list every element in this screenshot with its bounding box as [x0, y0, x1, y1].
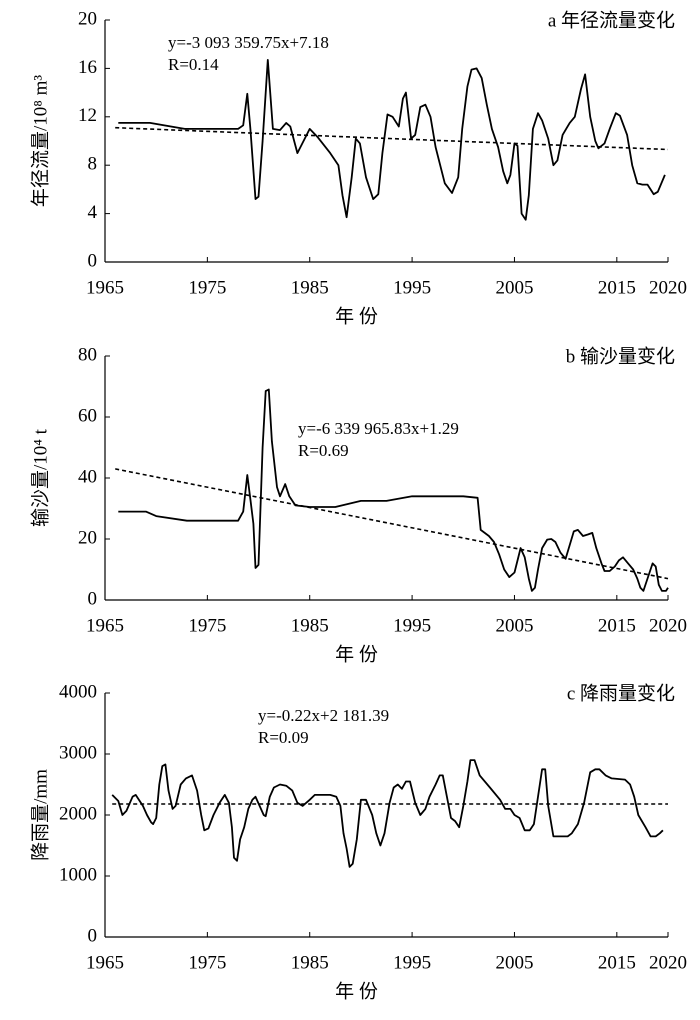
x-tick-label: 2015 — [598, 615, 636, 636]
panel-title: a 年径流量变化 — [548, 9, 675, 31]
x-tick-label: 1995 — [393, 952, 431, 973]
y-tick-label: 1000 — [59, 864, 97, 885]
x-tick-label: 1965 — [86, 277, 124, 298]
x-tick-label: 1985 — [291, 277, 329, 298]
panel-title: c 降雨量变化 — [567, 682, 675, 704]
x-tick-label: 1965 — [86, 952, 124, 973]
panel-title: b 输沙量变化 — [566, 345, 675, 367]
trend-line — [115, 126, 669, 151]
x-tick-label: 2020 — [649, 277, 687, 298]
x-tick-label: 2005 — [495, 277, 533, 298]
y-tick-label: 0 — [88, 588, 98, 609]
y-tick-label: 60 — [78, 405, 97, 426]
x-tick-label: 2005 — [495, 952, 533, 973]
y-tick-label: 8 — [88, 154, 98, 175]
x-axis-label: 年 份 — [335, 305, 378, 327]
annotation: R=0.14 — [168, 55, 219, 74]
y-tick-label: 20 — [78, 527, 97, 548]
y-tick-label: 16 — [78, 57, 97, 78]
y-tick-label: 40 — [78, 466, 97, 487]
trend-line — [115, 468, 669, 580]
data-line — [111, 759, 664, 868]
annotation: y=-0.22x+2 181.39 — [258, 706, 389, 725]
x-tick-label: 2015 — [598, 952, 636, 973]
y-tick-label: 3000 — [59, 742, 97, 763]
x-axis-label: 年 份 — [335, 980, 378, 1002]
annotation: y=-3 093 359.75x+7.18 — [168, 33, 329, 52]
x-tick-label: 1995 — [393, 615, 431, 636]
annotation: R=0.69 — [298, 441, 349, 460]
x-tick-label: 2020 — [649, 615, 687, 636]
y-axis-label: 年径流量/10⁸ m³ — [29, 75, 51, 207]
y-tick-label: 20 — [78, 8, 97, 29]
x-tick-label: 1985 — [291, 952, 329, 973]
y-axis-label: 输沙量/10⁴ t — [29, 428, 51, 527]
data-line — [118, 388, 669, 592]
y-tick-label: 80 — [78, 344, 97, 365]
panel: 0 1000 2000 3000 4000 1965 1975 1985 1995 2005 201… — [29, 681, 687, 1002]
annotation: R=0.09 — [258, 728, 309, 747]
panel: 0 4 8 12 16 20 1965 1975 1985 1995 2005 2015 2020 年 份… — [29, 8, 687, 327]
y-tick-label: 4000 — [59, 681, 97, 702]
x-tick-label: 1985 — [291, 615, 329, 636]
y-axis-label: 降雨量/mm — [29, 769, 51, 861]
x-tick-label: 2005 — [495, 615, 533, 636]
y-tick-label: 12 — [78, 105, 97, 126]
y-tick-label: 2000 — [59, 803, 97, 824]
x-tick-label: 2020 — [649, 952, 687, 973]
x-tick-label: 2015 — [598, 277, 636, 298]
annotation: y=-6 339 965.83x+1.29 — [298, 419, 459, 438]
x-tick-label: 1995 — [393, 277, 431, 298]
x-tick-label: 1975 — [188, 615, 226, 636]
y-tick-label: 0 — [88, 925, 98, 946]
y-tick-label: 4 — [88, 202, 98, 223]
x-tick-label: 1975 — [188, 952, 226, 973]
x-tick-label: 1975 — [188, 277, 226, 298]
y-tick-label: 0 — [88, 250, 98, 271]
x-tick-label: 1965 — [86, 615, 124, 636]
x-axis-label: 年 份 — [335, 643, 378, 665]
panel: 0 20 40 60 80 1965 1975 1985 1995 2005 2015 2020 年 份… — [29, 344, 687, 665]
data-line — [118, 59, 666, 221]
